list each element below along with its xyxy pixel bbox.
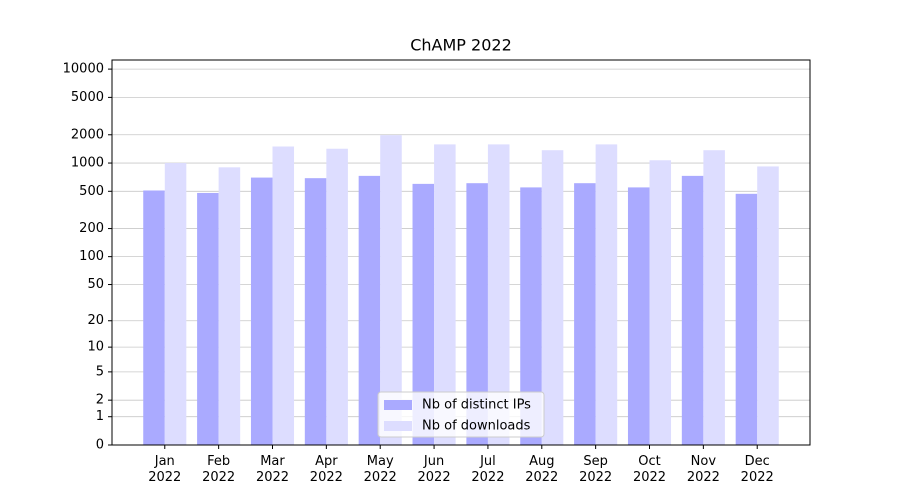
bar [487,144,510,445]
x-tick-label: Aug 2022 [525,454,558,485]
bar [358,175,381,446]
x-tick-label: Mar 2022 [256,454,289,485]
y-tick-label: 10 [87,340,104,355]
bar [412,183,435,446]
bar [649,160,672,446]
x-tick-label: Jan 2022 [148,454,181,485]
bar [595,144,618,445]
bar [304,178,327,446]
bar [466,183,488,445]
y-tick-label: 200 [79,221,104,236]
bar [627,187,650,445]
bar [703,150,725,446]
legend-swatch [384,421,412,431]
y-tick-label: 1 [96,409,104,424]
bar [434,144,456,445]
legend-label: Nb of downloads [422,419,531,434]
x-tick-label: Nov 2022 [687,454,720,485]
y-tick-label: 50 [87,277,104,292]
y-tick-label: 5 [96,364,104,379]
bar [574,183,596,445]
x-tick-label: Feb 2022 [202,454,235,485]
chart-title: ChAMP 2022 [410,36,512,55]
legend-swatch [384,400,412,410]
legend-box [377,391,545,438]
x-tick-label: Sep 2022 [579,454,612,485]
y-tick-label: 20 [87,313,104,328]
bar [520,187,542,445]
y-tick-label: 2000 [71,127,104,142]
legend-label: Nb of distinct IPs [422,398,531,413]
bar [164,163,187,445]
x-tick-label: May 2022 [364,454,397,485]
x-tick-label: Jul 2022 [471,454,504,485]
bar [326,148,348,445]
y-tick-label: 500 [79,184,104,199]
bar [143,190,165,445]
bar [197,192,219,445]
bar [250,177,273,445]
bar [681,175,704,446]
x-tick-label: Jun 2022 [418,454,451,485]
bar [272,146,295,445]
plot-frame [111,59,811,446]
bar [735,193,758,445]
y-tick-label: 10000 [63,62,104,77]
x-tick-label: Apr 2022 [310,454,343,485]
y-tick-label: 1000 [71,156,104,171]
x-tick-label: Dec 2022 [741,454,774,485]
y-tick-label: 2 [96,393,104,408]
bar [380,135,402,445]
bar [218,167,241,445]
y-tick-label: 0 [96,438,104,453]
x-tick-label: Oct 2022 [633,454,666,485]
y-tick-label: 5000 [71,90,104,105]
y-tick-label: 100 [79,249,104,264]
bar [541,150,564,446]
bar [757,166,779,445]
